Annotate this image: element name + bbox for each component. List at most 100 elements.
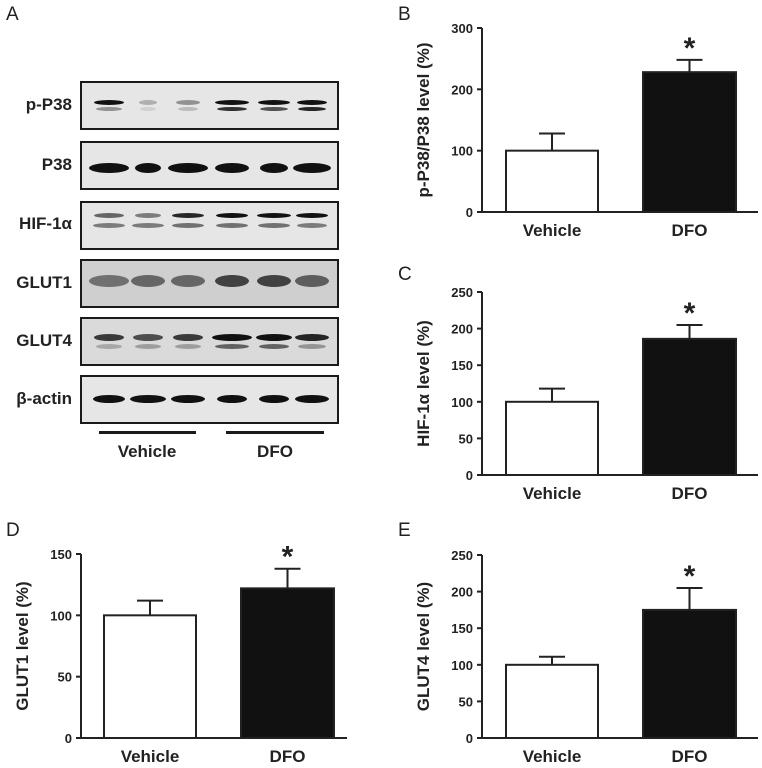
x-category-label: Vehicle [121, 747, 180, 766]
y-tick-label: 100 [50, 608, 72, 623]
panel-letter-a: A [6, 4, 19, 25]
x-category-label: Vehicle [523, 221, 582, 240]
y-axis-title: GLUT1 level (%) [13, 581, 32, 710]
blot-band [215, 275, 249, 287]
blot-band [175, 344, 201, 349]
y-tick-label: 150 [451, 358, 473, 373]
bar-vehicle [505, 149, 599, 214]
blot-band [216, 213, 248, 218]
significance-asterisk: * [282, 541, 294, 574]
blot-band [172, 223, 204, 228]
panel-letter-d: D [6, 520, 20, 541]
blot-band [139, 100, 157, 105]
group-label-dfo: DFO [257, 442, 293, 461]
blot-band [133, 334, 163, 341]
y-tick-label: 0 [466, 468, 473, 483]
group-line-dfo [226, 431, 324, 434]
blot-band [171, 275, 205, 287]
y-axis-title: GLUT4 level (%) [414, 582, 433, 711]
blot-band [94, 334, 124, 341]
y-tick-label: 50 [58, 670, 72, 685]
blot-band [132, 223, 164, 228]
blot-row-label: β-actin [16, 389, 72, 408]
blot-band [93, 395, 125, 403]
blot-band [173, 334, 203, 341]
blot-band [260, 107, 288, 111]
blot-row-label: GLUT1 [16, 273, 72, 292]
y-tick-label: 200 [451, 322, 473, 337]
y-tick-label: 200 [451, 585, 473, 600]
blot-band [295, 275, 329, 287]
bar-dfo [642, 608, 737, 740]
bar-vehicle [505, 663, 599, 739]
blot-band [296, 213, 328, 218]
blot-band [298, 344, 326, 349]
y-tick-label: 200 [451, 82, 473, 97]
blot-band [94, 100, 124, 105]
blot-band [96, 344, 122, 349]
blot-band [212, 334, 252, 341]
x-category-label: Vehicle [523, 747, 582, 766]
chart-glut1-level: 0 50 100 150 GLUT1 level (%) Vehicle DFO * [13, 541, 347, 766]
blot-strip-p38 [80, 141, 339, 190]
blot-band [130, 395, 166, 403]
blot-band [131, 275, 165, 287]
y-tick-label: 100 [451, 658, 473, 673]
blot-strip-hif-1a [80, 201, 339, 250]
blot-band [257, 275, 291, 287]
blot-strip-beta-actin [80, 375, 339, 424]
bar-vehicle [505, 400, 599, 476]
blot-band [297, 100, 327, 105]
blot-band [135, 163, 161, 173]
blot-band [259, 395, 289, 403]
blot-band [215, 344, 249, 349]
blot-strip-glut1 [80, 259, 339, 308]
significance-asterisk: * [684, 560, 696, 593]
x-category-label: Vehicle [523, 484, 582, 503]
y-tick-label: 250 [451, 285, 473, 300]
blot-band [140, 107, 156, 111]
blot-band [215, 163, 249, 173]
panel-letter-c: C [398, 264, 412, 285]
panel-letter-b: B [398, 4, 411, 25]
blot-band [172, 213, 204, 218]
bar-vehicle [103, 614, 197, 739]
chart-hif-1a-level: 0 50 100 150 200 250 HIF-1α level (%) Vehicle DF… [414, 285, 758, 503]
y-tick-label: 100 [451, 395, 473, 410]
blot-strip-glut4 [80, 317, 339, 366]
y-tick-label: 300 [451, 21, 473, 36]
y-tick-label: 150 [451, 621, 473, 636]
x-category-label: DFO [270, 747, 306, 766]
blot-strip-p-p38 [80, 81, 339, 130]
y-tick-label: 0 [466, 205, 473, 220]
group-label-vehicle: Vehicle [117, 442, 177, 461]
panel-letter-e: E [398, 520, 411, 541]
blot-band [168, 163, 208, 173]
blot-band [258, 223, 290, 228]
blot-band [259, 344, 289, 349]
blot-row-label: HIF-1α [19, 214, 72, 233]
blot-band [96, 107, 122, 111]
blot-band [217, 107, 247, 111]
blot-band [215, 100, 249, 105]
blot-band [295, 395, 329, 403]
blot-band [297, 223, 327, 228]
bar-dfo [642, 71, 737, 213]
blot-band [171, 395, 205, 403]
blot-band [293, 163, 331, 173]
blot-band [260, 163, 288, 173]
blot-row-label: GLUT4 [16, 331, 72, 350]
blot-band [135, 213, 161, 218]
y-tick-label: 100 [451, 144, 473, 159]
y-axis-title: HIF-1α level (%) [414, 320, 433, 447]
blot-band [176, 100, 200, 105]
y-tick-label: 0 [466, 731, 473, 746]
y-tick-label: 250 [451, 548, 473, 563]
chart-p-p38-ratio: 0 100 200 300 p-P38/P38 level (%) Vehicle DFO * [414, 21, 758, 240]
y-tick-label: 50 [459, 694, 473, 709]
group-line-vehicle [99, 431, 196, 434]
blot-band [89, 163, 129, 173]
significance-asterisk: * [684, 32, 696, 65]
blot-band [257, 213, 291, 218]
y-tick-label: 50 [459, 431, 473, 446]
